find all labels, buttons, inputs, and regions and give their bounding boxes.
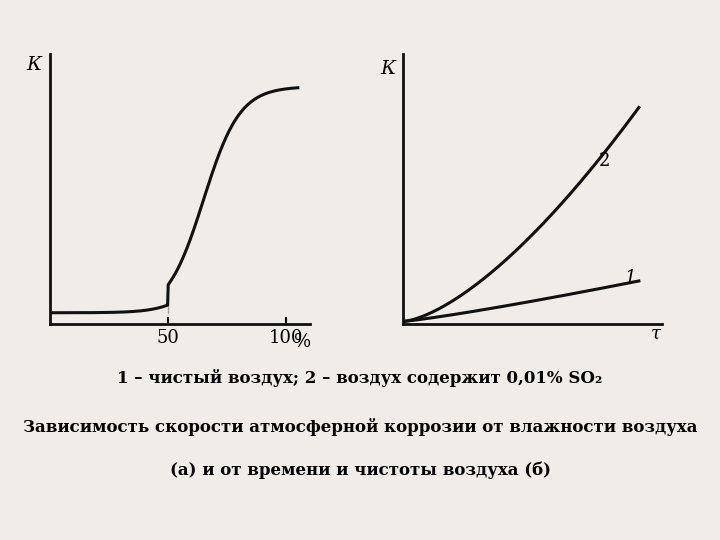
Text: (а) и от времени и чистоты воздуха (б): (а) и от времени и чистоты воздуха (б) — [169, 461, 551, 478]
Text: К: К — [380, 60, 395, 78]
Text: 1 – чистый воздух; 2 – воздух содержит 0,01% SO₂: 1 – чистый воздух; 2 – воздух содержит 0… — [117, 369, 603, 387]
Text: 1: 1 — [625, 268, 636, 287]
Text: τ: τ — [650, 325, 660, 343]
Text: %: % — [294, 333, 311, 351]
Text: Зависимость скорости атмосферной коррозии от влажности воздуха: Зависимость скорости атмосферной коррози… — [23, 417, 697, 436]
Text: 2: 2 — [599, 152, 610, 171]
Text: К: К — [27, 56, 42, 74]
